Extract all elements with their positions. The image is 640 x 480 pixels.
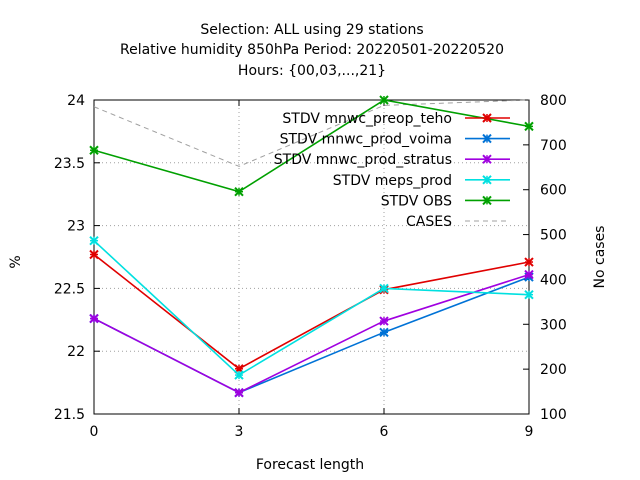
data-point (89, 249, 99, 260)
data-point (379, 95, 389, 105)
data-point (379, 327, 389, 338)
chart-title-line-1: Selection: ALL using 29 stations (200, 22, 423, 38)
data-point (89, 145, 99, 155)
series-line (93, 240, 530, 377)
legend-marker (482, 113, 492, 123)
y2-tick-label: 500 (540, 228, 567, 244)
series-line (93, 276, 530, 394)
legend-label: STDV mnwc_prod_stratus (274, 152, 452, 168)
legend-marker (482, 195, 492, 206)
y2-tick-label: 800 (540, 93, 567, 109)
legend-marker (482, 154, 492, 164)
x-tick-label: 9 (525, 424, 534, 440)
data-point (234, 387, 244, 398)
legend-marker (482, 175, 492, 185)
series-line (93, 99, 530, 167)
y-tick-label: 22 (67, 344, 85, 360)
y2-tick-label: 700 (540, 138, 567, 154)
y-tick-label: 22.5 (54, 281, 85, 297)
series-layer (89, 95, 534, 398)
y-tick-label: 24 (67, 93, 85, 109)
data-point (234, 186, 244, 197)
data-point (379, 316, 389, 326)
data-point (524, 121, 534, 132)
x-tick-label: 3 (235, 424, 244, 440)
chart-title-line-2: Relative humidity 850hPa Period: 2022050… (120, 42, 504, 58)
data-point (524, 289, 534, 300)
y2-tick-label: 600 (540, 183, 567, 199)
series-line (93, 99, 530, 193)
y2-tick-label: 200 (540, 362, 567, 378)
legend-label: STDV meps_prod (333, 173, 452, 189)
x-tick-label: 6 (380, 424, 389, 440)
y2-tick-label: 100 (540, 407, 567, 423)
y-tick-label: 21.5 (54, 407, 85, 423)
data-point (89, 313, 99, 324)
chart-title-line-3: Hours: {00,03,...,21} (238, 63, 386, 79)
data-point (89, 235, 99, 246)
legend-label: STDV OBS (381, 193, 452, 209)
y-tick-label: 23.5 (54, 156, 85, 172)
x-tick-label: 0 (90, 424, 99, 440)
y-axis-label: % (8, 255, 24, 268)
legend-label: STDV mnwc_prod_voima (280, 132, 452, 148)
data-point (379, 283, 389, 294)
data-point (234, 370, 244, 380)
data-point (524, 257, 534, 267)
axis-ticks: 0 3 6 9 21.5 22 22.5 23 23.5 24 100 200 300 400 500 600… (54, 93, 567, 440)
x-axis-label: Forecast length (256, 457, 364, 473)
y2-axis-label: No cases (592, 226, 608, 289)
grid-lines (94, 100, 529, 414)
y2-tick-label: 300 (540, 317, 567, 333)
series-line (93, 253, 530, 370)
legend-marker (482, 133, 492, 144)
y-tick-label: 23 (67, 219, 85, 235)
y2-tick-label: 400 (540, 272, 567, 288)
legend: STDV mnwc_preop_teho STDV mnwc_prod_voima… (274, 111, 510, 230)
data-point (524, 269, 534, 280)
series-line (93, 273, 530, 394)
legend-label: CASES (406, 214, 452, 230)
legend-label: STDV mnwc_preop_teho (282, 111, 452, 127)
